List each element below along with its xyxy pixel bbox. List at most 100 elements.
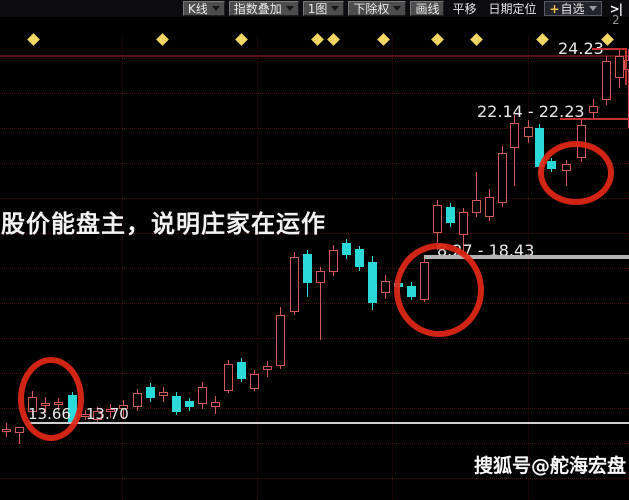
candle-wick <box>476 172 477 217</box>
v-gridline <box>257 37 258 500</box>
index-overlay-button[interactable]: 指数叠加 <box>228 1 299 16</box>
candle-body <box>446 207 455 223</box>
event-marker-diamond-icon <box>235 33 248 46</box>
candle-body <box>237 362 246 379</box>
button-label: 平移 <box>452 1 477 16</box>
circle-middle <box>394 243 484 337</box>
candle-body <box>93 411 102 420</box>
button-label: 日期定位 <box>488 1 537 16</box>
candle-body <box>510 123 519 148</box>
collapse-panel-button[interactable]: >| <box>606 1 626 16</box>
candle-body <box>535 128 544 167</box>
button-label: 自选 <box>560 1 585 16</box>
candle-body <box>459 212 468 235</box>
candle-body <box>615 56 624 78</box>
circle-top-right <box>538 141 614 205</box>
h-gridline <box>0 268 629 269</box>
candle-body <box>290 257 299 312</box>
event-marker-diamond-icon <box>327 33 340 46</box>
candle-body <box>106 409 115 412</box>
button-label: 1图 <box>307 1 328 16</box>
candle-body <box>485 197 494 217</box>
chevron-down-icon <box>588 6 597 11</box>
candle-wick <box>19 427 20 444</box>
kline-button[interactable]: K线 <box>182 1 225 16</box>
v-gridline <box>392 37 393 500</box>
candle-wick <box>320 267 321 340</box>
v-gridline <box>528 37 529 500</box>
date-locate-button[interactable]: 日期定位 <box>484 1 540 16</box>
h-gridline <box>0 478 629 479</box>
candle-body <box>316 271 325 283</box>
chevron-down-icon <box>211 6 220 11</box>
candle-body <box>185 401 194 407</box>
event-marker-diamond-icon <box>27 33 40 46</box>
candle-body <box>211 402 220 407</box>
circle-bottom-left <box>18 357 84 441</box>
candle-body <box>589 106 598 113</box>
h-gridline <box>0 93 629 94</box>
candle-body <box>472 200 481 213</box>
button-label: 画线 <box>415 1 440 16</box>
pan-button[interactable]: 平移 <box>448 1 480 16</box>
candle-body <box>224 364 233 391</box>
price-range-high: 22.14 - 22.23 <box>477 102 585 121</box>
candle-wick <box>514 115 515 186</box>
candle-wick <box>123 400 124 419</box>
watermark: 搜狐号@舵海宏盘 <box>473 455 626 477</box>
h-gridline <box>0 233 629 234</box>
chevron-down-icon <box>285 6 294 11</box>
h-gridline <box>0 163 629 164</box>
draw-line-button[interactable]: 画线 <box>410 1 445 16</box>
event-marker-diamond-icon <box>311 33 324 46</box>
candle-body <box>146 387 155 398</box>
level-13-66-line <box>28 422 629 424</box>
level-22-23-line <box>560 118 629 120</box>
overlay-caption: 股价能盘主，说明庄家在运作 <box>1 210 326 238</box>
event-marker-diamond-icon <box>470 33 483 46</box>
candle-body <box>498 153 507 203</box>
candle-body <box>381 281 390 293</box>
h-gridline <box>0 338 629 339</box>
chevron-down-icon <box>331 6 340 11</box>
candle-body <box>433 205 442 233</box>
h-gridline <box>0 373 629 374</box>
plus-icon: + <box>549 1 560 16</box>
v-gridline <box>122 37 123 500</box>
candle-body <box>198 387 207 404</box>
h-gridline <box>0 128 629 129</box>
candle-body <box>276 315 285 366</box>
price-peak: 24.23 <box>558 39 604 58</box>
candle-body <box>133 393 142 407</box>
candle-body <box>602 61 611 100</box>
candle-body <box>15 427 24 433</box>
candle-body <box>329 250 338 272</box>
candle-body <box>172 396 181 412</box>
level-18-43-bar <box>424 255 629 259</box>
candle-body <box>2 429 11 432</box>
h-gridline <box>0 303 629 304</box>
button-label: 指数叠加 <box>233 1 282 16</box>
page-indicator: 2 <box>612 13 620 27</box>
event-marker-diamond-icon <box>431 33 444 46</box>
candle-body <box>355 249 364 267</box>
event-marker-diamond-icon <box>156 33 169 46</box>
h-gridline <box>0 58 629 59</box>
candle-body <box>368 262 377 303</box>
chevron-down-icon <box>393 6 402 11</box>
chart-area[interactable]: 24.23 22.14 - 22.23 8.27 - 18.43 13.66 - 13… <box>0 17 629 500</box>
one-chart-button[interactable]: 1图 <box>302 1 345 16</box>
candle-body <box>303 254 312 283</box>
event-marker-diamond-icon <box>536 33 549 46</box>
candle-body <box>524 127 533 137</box>
collapse-icon: >| <box>609 1 623 16</box>
favorites-button[interactable]: + 自选 <box>544 1 602 16</box>
candle-body <box>159 392 168 396</box>
button-label: K线 <box>187 1 208 16</box>
candle-body <box>263 366 272 370</box>
toolbar: K线 指数叠加 1图 下除权 画线 平移 日期定位 + 自选 >| <box>0 0 629 17</box>
exright-button[interactable]: 下除权 <box>348 1 407 16</box>
button-label: 下除权 <box>353 1 390 16</box>
candle-body <box>81 414 90 417</box>
candle-body <box>342 243 351 255</box>
